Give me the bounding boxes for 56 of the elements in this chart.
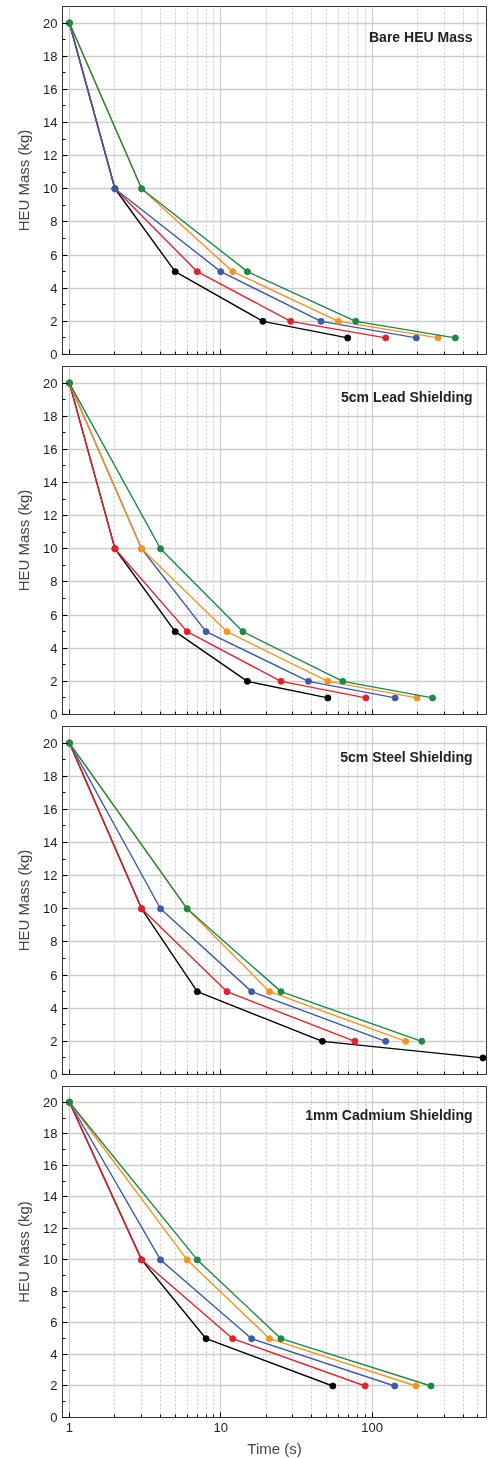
- y-tick-label: 6: [50, 247, 58, 263]
- y-tick-label: 2: [50, 673, 58, 689]
- y-tick-label: 4: [50, 1000, 58, 1016]
- y-tick-label: 2: [50, 1033, 58, 1049]
- text: 5cm Lead Shielding: [341, 388, 473, 405]
- text: Bare HEU Mass: [369, 28, 473, 45]
- y-tick-label: 16: [43, 801, 58, 817]
- y-tick-label: 6: [50, 607, 58, 623]
- text: 1mm Cadmium Shielding: [305, 1106, 473, 1123]
- x-tick-label: 10: [213, 1419, 228, 1435]
- y-tick-label: 0: [50, 347, 58, 362]
- y-tick-label: 12: [43, 868, 58, 884]
- y-axis-title: HEU Mass (kg): [15, 129, 33, 232]
- y-tick-label: 20: [43, 735, 58, 751]
- x-tick-label: 1: [65, 1419, 74, 1435]
- y-axis-title: HEU Mass (kg): [15, 1201, 33, 1303]
- y-tick-label: 10: [43, 541, 58, 557]
- y-tick-label: 10: [43, 901, 58, 917]
- y-tick-label: 0: [50, 707, 58, 722]
- y-tick-label: 8: [50, 1283, 58, 1299]
- y-tick-label: 12: [43, 508, 58, 524]
- y-tick-label: 18: [43, 1126, 58, 1142]
- y-tick-label: 10: [43, 181, 58, 197]
- y-tick-label: 16: [43, 1157, 58, 1173]
- y-tick-label: 20: [43, 15, 58, 31]
- y-tick-label: 14: [43, 835, 58, 850]
- y-tick-label: 2: [50, 1378, 58, 1394]
- y-tick-label: 14: [43, 475, 58, 490]
- y-tick-label: 2: [50, 313, 58, 329]
- y-tick-label: 12: [43, 148, 58, 164]
- y-tick-label: 14: [43, 1189, 58, 1205]
- y-tick-label: 6: [50, 1315, 58, 1331]
- y-tick-label: 8: [50, 934, 58, 950]
- y-tick-label: 16: [43, 81, 58, 97]
- y-tick-label: 8: [50, 574, 58, 590]
- y-tick-label: 12: [43, 1220, 58, 1236]
- y-tick-label: 18: [43, 408, 58, 424]
- y-axis-title: HEU Mass (kg): [15, 849, 33, 952]
- y-tick-label: 20: [43, 1094, 58, 1110]
- y-tick-label: 8: [50, 214, 58, 230]
- y-axis-title: HEU Mass (kg): [15, 489, 33, 592]
- y-tick-label: 10: [43, 1252, 58, 1268]
- y-tick-label: 0: [50, 1410, 58, 1425]
- x-axis-title: Time (s): [247, 1439, 302, 1457]
- y-tick-label: 4: [50, 1346, 58, 1362]
- y-tick-label: 4: [50, 640, 58, 656]
- y-tick-label: 4: [50, 280, 58, 296]
- y-tick-label: 14: [43, 115, 58, 130]
- y-tick-label: 18: [43, 48, 58, 64]
- y-tick-label: 0: [50, 1067, 58, 1082]
- y-tick-label: 6: [50, 967, 58, 983]
- y-tick-label: 16: [43, 441, 58, 457]
- x-tick-label: 100: [361, 1419, 383, 1435]
- text: 5cm Steel Shielding: [340, 748, 473, 765]
- y-tick-label: 20: [43, 375, 58, 391]
- y-tick-label: 18: [43, 768, 58, 784]
